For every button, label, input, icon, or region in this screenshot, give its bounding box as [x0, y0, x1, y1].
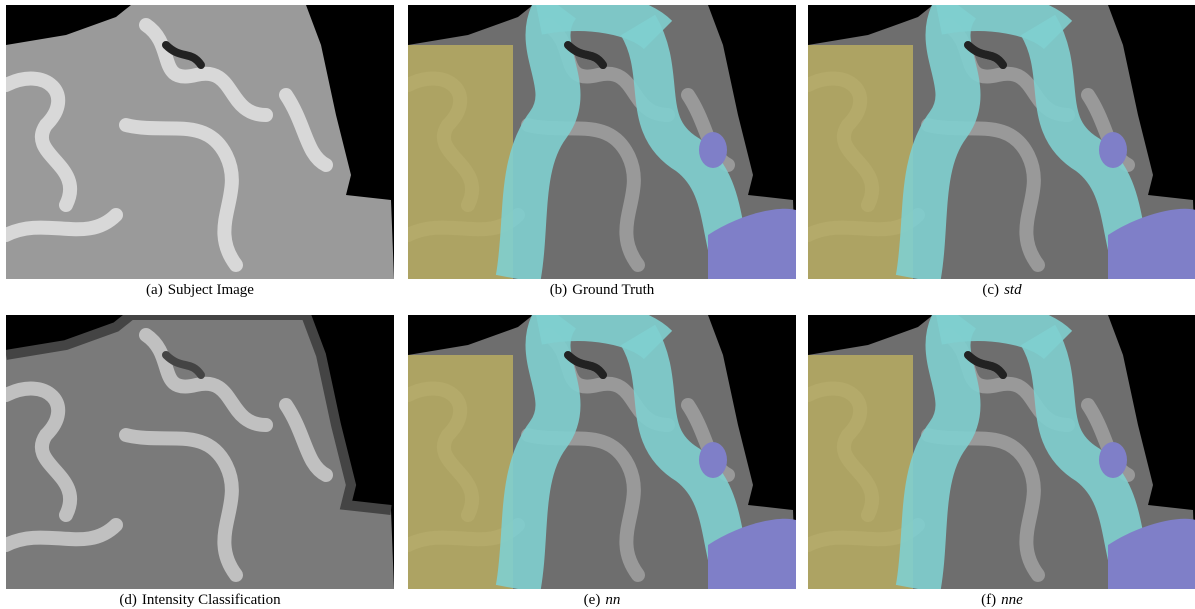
sulcus [119, 118, 243, 272]
label-cyan [936, 315, 1073, 361]
label-purple [708, 208, 796, 279]
panel-image [408, 5, 796, 279]
caption: (b) Ground Truth [408, 282, 796, 299]
panel-image [808, 315, 1195, 589]
sulcus [6, 518, 123, 552]
label-yellow [808, 355, 913, 589]
dark-sulcus [964, 351, 1007, 379]
caption-text: nne [1001, 592, 1023, 608]
label-purple [1099, 442, 1127, 478]
sulcus [6, 381, 78, 522]
tissue [6, 5, 394, 279]
sulcus [6, 208, 123, 242]
label-cyan [895, 315, 981, 589]
panel: (c) std [808, 5, 1195, 299]
tissue [6, 315, 394, 589]
panel: (f) nne [808, 315, 1195, 609]
panel: (a) Subject Image [6, 5, 394, 299]
label-cyan [536, 315, 673, 361]
caption: (f) nne [808, 592, 1195, 609]
caption: (d) Intensity Classification [6, 592, 394, 609]
caption-text: Ground Truth [572, 282, 655, 298]
caption-label: (d) [119, 592, 137, 608]
dark-sulcus [564, 41, 607, 69]
label-yellow [408, 45, 513, 279]
sulcus [6, 71, 78, 212]
sulcus [279, 398, 333, 482]
panel-image [808, 5, 1195, 279]
label-cyan [495, 315, 581, 589]
caption-label: (b) [549, 282, 568, 298]
panel-image [6, 5, 394, 279]
label-cyan [536, 5, 673, 51]
label-purple [1108, 518, 1195, 589]
label-cyan [895, 5, 981, 279]
caption: (c) std [808, 282, 1195, 299]
label-purple [699, 132, 727, 168]
caption-text: Intensity Classification [141, 592, 281, 608]
caption: (a) Subject Image [6, 282, 394, 299]
label-purple [1108, 208, 1195, 279]
sulcus [119, 428, 243, 582]
panel-image [6, 315, 394, 589]
caption-label: (c) [982, 282, 1000, 298]
caption: (e) nn [408, 592, 796, 609]
label-yellow [408, 355, 513, 589]
caption-label: (e) [583, 592, 601, 608]
boundary [6, 315, 392, 515]
caption-text: Subject Image [167, 282, 254, 298]
dark-sulcus [162, 41, 205, 69]
panel: (e) nn [408, 315, 796, 609]
panel: (d) Intensity Classification [6, 315, 394, 609]
label-purple [699, 442, 727, 478]
label-purple [1099, 132, 1127, 168]
label-yellow [808, 45, 913, 279]
label-purple [708, 518, 796, 589]
panel: (b) Ground Truth [408, 5, 796, 299]
label-cyan [495, 5, 581, 279]
label-cyan [936, 5, 1073, 51]
caption-label: (f) [981, 592, 997, 608]
sulcus [279, 88, 333, 172]
caption-label: (a) [146, 282, 163, 298]
dark-sulcus [964, 41, 1007, 69]
dark-sulcus [564, 351, 607, 379]
panel-image [408, 315, 796, 589]
caption-text: std [1004, 282, 1022, 298]
caption-text: nn [605, 592, 621, 608]
dark-sulcus [162, 351, 205, 379]
